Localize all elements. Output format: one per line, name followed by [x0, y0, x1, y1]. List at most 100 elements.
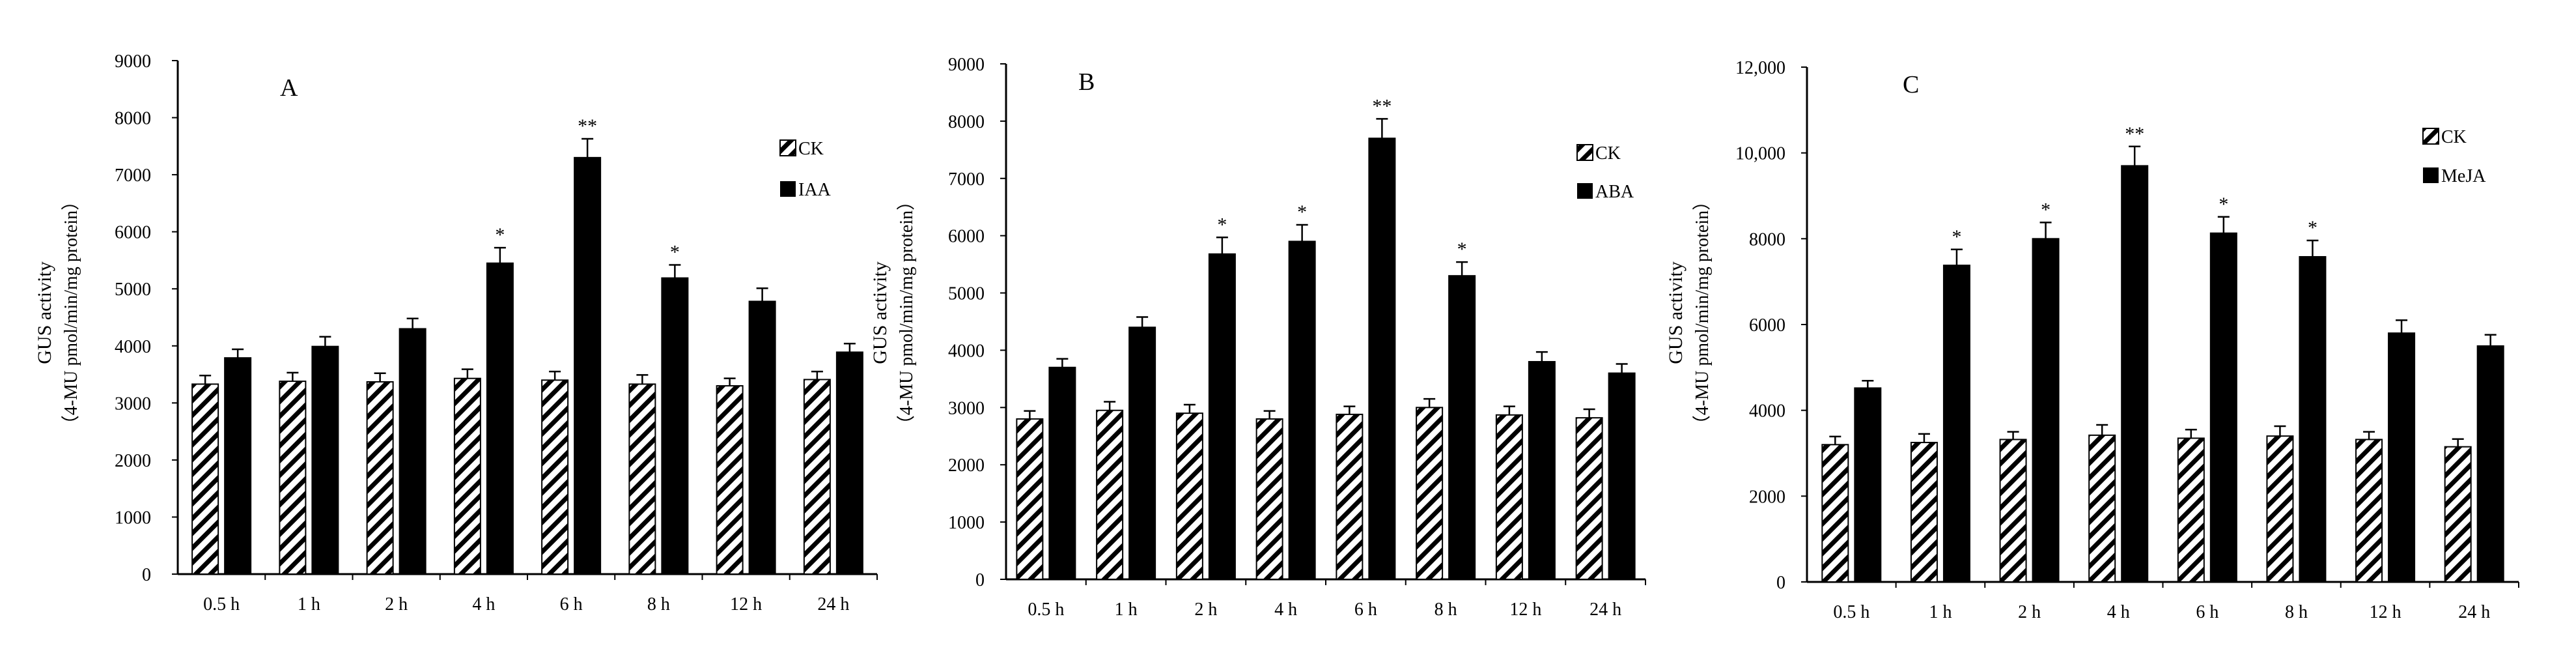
bar-ck-0 [1821, 444, 1849, 583]
bar-meja-5 [2299, 255, 2327, 583]
bar-meja-2 [2032, 238, 2060, 583]
ylabel-a: GUS activity （4-MU pmol/min/mg protein） [34, 192, 81, 433]
panel-c: GUS activity （4-MU pmol/min/mg protein） … [1665, 58, 2519, 622]
bar-ck-2 [1175, 412, 1203, 580]
significance-mark: * [2219, 194, 2228, 215]
y-tick-label: 1000 [115, 508, 151, 528]
legend-c: CK MeJA [2422, 127, 2486, 186]
y-tick-label: 4000 [948, 341, 985, 361]
x-category-label: 0.5 h [203, 594, 240, 615]
y-tick-label: 8000 [948, 112, 985, 132]
y-tick-label: 6000 [115, 223, 151, 243]
legend-swatch-ck-b [1576, 144, 1593, 161]
significance-mark: * [495, 224, 505, 246]
y-tick-label: 0 [142, 565, 151, 585]
x-category-label: 8 h [1435, 600, 1457, 620]
x-category-label: 6 h [560, 594, 583, 615]
legend-label-ck-c: CK [2441, 127, 2467, 147]
significance-mark: * [670, 241, 680, 263]
panel-letter-b: B [1078, 68, 1095, 96]
y-tick-label: 0 [1776, 573, 1785, 593]
x-category-label: 24 h [1589, 600, 1621, 620]
significance-mark: * [1217, 214, 1227, 235]
bar-ck-3 [1255, 418, 1283, 581]
y-tick-label: 2000 [1749, 487, 1785, 507]
x-category-label: 12 h [2370, 602, 2401, 622]
y-tick-label: 8000 [1749, 229, 1785, 250]
bar-aba-7 [1608, 372, 1636, 580]
ylabel-line-1: GUS activity [1665, 261, 1687, 364]
x-category-label: 24 h [2458, 602, 2490, 622]
y-tick-label: 0 [975, 570, 985, 590]
bar-ck-7 [1575, 417, 1603, 580]
legend-label-ck-b: CK [1595, 143, 1621, 164]
panel-letter-c: C [1903, 71, 1919, 98]
bar-aba-4 [1368, 137, 1396, 580]
bar-aba-6 [1528, 361, 1556, 580]
bar-iaa-3 [486, 262, 514, 575]
y-tick-label: 10,000 [1735, 144, 1785, 164]
bar-meja-4 [2209, 232, 2237, 583]
bar-ck-7 [803, 379, 831, 575]
significance-mark: * [2308, 217, 2317, 239]
legend-label-ck-a: CK [798, 139, 824, 159]
bar-ck-4 [541, 379, 569, 575]
ylabel-line-1: GUS activity [869, 261, 891, 364]
bar-iaa-2 [399, 328, 427, 575]
significance-mark: * [1952, 226, 1961, 248]
bar-meja-6 [2388, 332, 2416, 583]
x-category-label: 24 h [817, 594, 849, 615]
bar-aba-3 [1288, 240, 1316, 580]
bar-ck-6 [2355, 439, 2383, 583]
significance-mark: ** [1372, 95, 1392, 117]
y-tick-label: 12,000 [1735, 58, 1785, 78]
ylabel-line-2: （4-MU pmol/min/mg protein） [61, 192, 81, 433]
bar-ck-6 [716, 385, 744, 575]
bars-a: **** [191, 115, 878, 580]
y-tick-label: 2000 [115, 451, 151, 471]
bar-iaa-1 [311, 345, 339, 575]
xlabels-b: 0.5 h 1 h 2 h 4 h 6 h 8 h 12 h 24 h [1028, 600, 1621, 620]
bar-meja-1 [1942, 265, 1970, 583]
y-tick-label: 3000 [115, 394, 151, 414]
x-category-label: 1 h [298, 594, 320, 615]
bar-ck-0 [191, 383, 219, 575]
y-tick-label: 4000 [1749, 401, 1785, 422]
bar-iaa-7 [835, 351, 863, 575]
bar-ck-4 [2177, 437, 2205, 583]
y-tick-label: 6000 [1749, 315, 1785, 336]
bar-ck-3 [453, 377, 481, 575]
legend-b: CK ABA [1576, 143, 1634, 202]
legend-a: CK IAA [779, 139, 832, 200]
bar-ck-0 [1016, 418, 1044, 581]
x-category-label: 1 h [1929, 602, 1952, 622]
ylabel-c: GUS activity （4-MU pmol/min/mg protein） [1665, 192, 1713, 433]
yticks-a: 0 1000 2000 3000 4000 5000 6000 7000 8000 9000 [115, 51, 178, 585]
y-tick-label: 4000 [115, 337, 151, 357]
bars-b: ***** [1016, 95, 1646, 585]
legend-label-trt-c: MeJA [2441, 166, 2486, 186]
x-category-label: 2 h [2018, 602, 2041, 622]
x-category-label: 8 h [2285, 602, 2308, 622]
y-tick-label: 2000 [948, 456, 985, 476]
xlabels-c: 0.5 h 1 h 2 h 4 h 6 h 8 h 12 h 24 h [1833, 602, 2490, 622]
bars-c: ****** [1821, 123, 2519, 588]
y-tick-label: 5000 [948, 284, 985, 304]
panel-a: GUS activity （4-MU pmol/min/mg protein） … [34, 51, 878, 615]
x-category-label: 6 h [1354, 600, 1377, 620]
bar-iaa-4 [574, 156, 602, 575]
x-category-label: 2 h [385, 594, 408, 615]
bar-ck-1 [279, 381, 307, 575]
x-category-label: 12 h [730, 594, 762, 615]
x-category-label: 4 h [472, 594, 495, 615]
x-category-label: 4 h [2107, 602, 2130, 622]
bar-ck-5 [2266, 435, 2294, 583]
bar-iaa-6 [748, 300, 776, 575]
panel-b: GUS activity （4-MU pmol/min/mg protein） … [869, 55, 1646, 620]
x-category-label: 4 h [1274, 600, 1297, 620]
legend-label-trt-a: IAA [798, 180, 832, 200]
legend-label-trt-b: ABA [1595, 182, 1634, 202]
legend-swatch-trt-b [1577, 183, 1593, 199]
bar-aba-0 [1048, 366, 1076, 580]
